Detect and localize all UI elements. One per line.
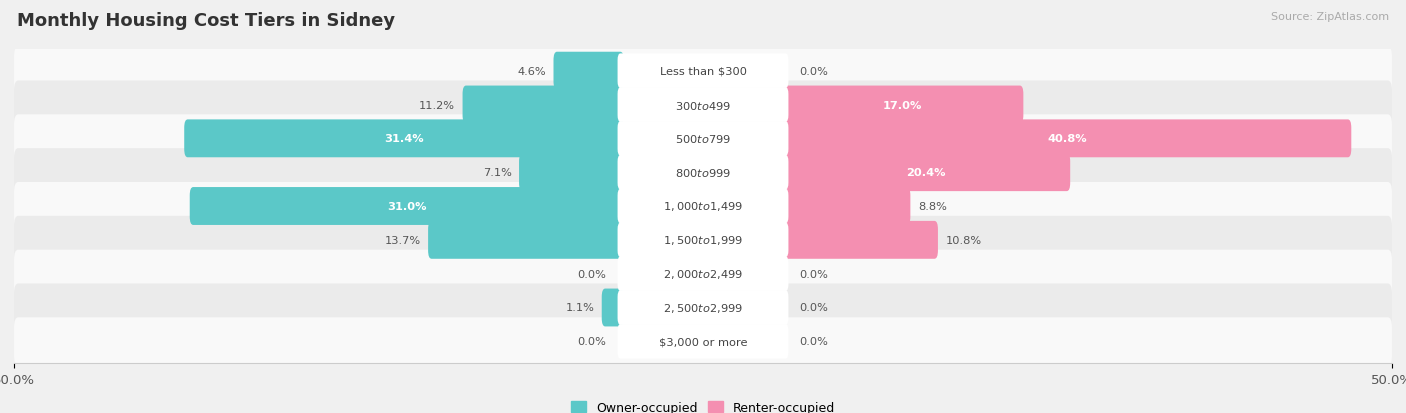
Text: 4.6%: 4.6% xyxy=(517,66,546,76)
FancyBboxPatch shape xyxy=(617,189,789,224)
FancyBboxPatch shape xyxy=(427,221,624,259)
FancyBboxPatch shape xyxy=(14,183,1392,230)
Text: $2,000 to $2,499: $2,000 to $2,499 xyxy=(664,268,742,280)
FancyBboxPatch shape xyxy=(782,221,938,259)
FancyBboxPatch shape xyxy=(602,289,624,327)
FancyBboxPatch shape xyxy=(14,216,1392,264)
Text: 8.8%: 8.8% xyxy=(918,202,946,211)
Text: 17.0%: 17.0% xyxy=(883,100,922,110)
FancyBboxPatch shape xyxy=(14,81,1392,129)
FancyBboxPatch shape xyxy=(554,52,624,90)
FancyBboxPatch shape xyxy=(14,318,1392,366)
Text: 10.8%: 10.8% xyxy=(945,235,981,245)
FancyBboxPatch shape xyxy=(617,223,789,257)
Text: 11.2%: 11.2% xyxy=(419,100,456,110)
FancyBboxPatch shape xyxy=(782,86,1024,124)
Text: 0.0%: 0.0% xyxy=(578,337,606,347)
FancyBboxPatch shape xyxy=(782,188,910,225)
FancyBboxPatch shape xyxy=(617,54,789,89)
Text: 0.0%: 0.0% xyxy=(800,337,828,347)
FancyBboxPatch shape xyxy=(617,122,789,156)
FancyBboxPatch shape xyxy=(14,149,1392,197)
Text: 0.0%: 0.0% xyxy=(800,269,828,279)
Text: Source: ZipAtlas.com: Source: ZipAtlas.com xyxy=(1271,12,1389,22)
Text: Less than $300: Less than $300 xyxy=(659,66,747,76)
FancyBboxPatch shape xyxy=(519,154,624,192)
Text: 0.0%: 0.0% xyxy=(800,303,828,313)
FancyBboxPatch shape xyxy=(617,324,789,359)
Text: 7.1%: 7.1% xyxy=(482,168,512,178)
Text: $1,500 to $1,999: $1,500 to $1,999 xyxy=(664,234,742,247)
Text: 31.4%: 31.4% xyxy=(384,134,423,144)
FancyBboxPatch shape xyxy=(14,284,1392,332)
FancyBboxPatch shape xyxy=(617,156,789,190)
Text: $1,000 to $1,499: $1,000 to $1,499 xyxy=(664,200,742,213)
Text: 0.0%: 0.0% xyxy=(800,66,828,76)
Text: 0.0%: 0.0% xyxy=(578,269,606,279)
Text: 40.8%: 40.8% xyxy=(1047,134,1087,144)
Legend: Owner-occupied, Renter-occupied: Owner-occupied, Renter-occupied xyxy=(571,401,835,413)
FancyBboxPatch shape xyxy=(782,120,1351,158)
FancyBboxPatch shape xyxy=(190,188,624,225)
FancyBboxPatch shape xyxy=(14,115,1392,163)
Text: 13.7%: 13.7% xyxy=(384,235,420,245)
FancyBboxPatch shape xyxy=(617,290,789,325)
Text: Monthly Housing Cost Tiers in Sidney: Monthly Housing Cost Tiers in Sidney xyxy=(17,12,395,30)
Text: $300 to $499: $300 to $499 xyxy=(675,99,731,111)
FancyBboxPatch shape xyxy=(782,154,1070,192)
FancyBboxPatch shape xyxy=(617,88,789,123)
Text: $500 to $799: $500 to $799 xyxy=(675,133,731,145)
Text: $3,000 or more: $3,000 or more xyxy=(659,337,747,347)
FancyBboxPatch shape xyxy=(617,257,789,291)
FancyBboxPatch shape xyxy=(463,86,624,124)
Text: 1.1%: 1.1% xyxy=(565,303,595,313)
Text: 31.0%: 31.0% xyxy=(387,202,426,211)
FancyBboxPatch shape xyxy=(14,250,1392,298)
Text: $2,500 to $2,999: $2,500 to $2,999 xyxy=(664,301,742,314)
Text: $800 to $999: $800 to $999 xyxy=(675,167,731,179)
FancyBboxPatch shape xyxy=(184,120,624,158)
Text: 20.4%: 20.4% xyxy=(907,168,946,178)
FancyBboxPatch shape xyxy=(14,47,1392,95)
